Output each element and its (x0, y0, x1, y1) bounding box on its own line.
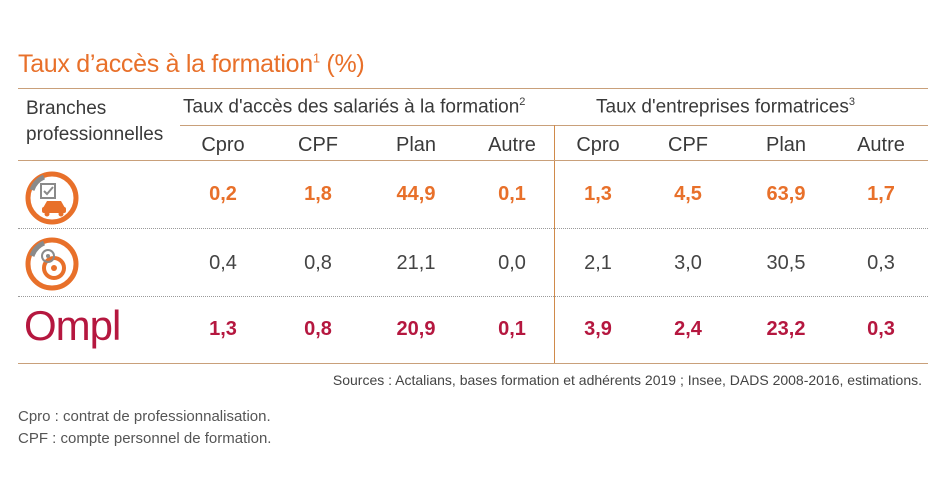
table-cell: 0,4 (209, 252, 237, 274)
table-cell: 3,9 (584, 318, 612, 340)
page-title: Taux d’accès à la formation1 (%) (18, 50, 365, 78)
column-header: Cpro (576, 134, 620, 156)
column-header: CPF (668, 134, 708, 156)
column-header: Plan (765, 134, 807, 156)
table-cell: 23,2 (766, 318, 806, 340)
table-cell: 0,1 (498, 318, 526, 340)
table-cell: 0,0 (498, 252, 526, 274)
table-cell: 0,1 (498, 183, 526, 205)
table-cell: 0,8 (304, 252, 332, 274)
table-cell: 3,0 (674, 252, 702, 274)
table-cell: 44,9 (396, 183, 436, 205)
column-header: Autre (488, 134, 536, 156)
column-header: Plan (395, 134, 437, 156)
column-header: Cpro (201, 134, 245, 156)
footnote-cpf: CPF : compte personnel de formation. (18, 430, 272, 447)
table-cell: 63,9 (766, 183, 806, 205)
table-cell: 2,1 (584, 252, 612, 274)
group-header-salaries: Taux d'accès des salariés à la formation… (183, 96, 526, 118)
table-cell: 1,7 (867, 183, 895, 205)
table-cell: 0,8 (304, 318, 332, 340)
table-cell: 0,3 (867, 318, 895, 340)
automobile-services-icon (24, 170, 80, 231)
footnote-cpro: Cpro : contrat de professionnalisation. (18, 408, 271, 425)
tire-services-icon (24, 236, 80, 297)
group-header-entreprises: Taux d'entreprises formatrices3 (596, 96, 855, 118)
table-cell: 1,3 (584, 183, 612, 205)
ompl-logo: Ompl (24, 302, 121, 349)
row-divider (18, 296, 928, 297)
table-cell: 20,9 (396, 318, 436, 340)
table-cell: 1,3 (209, 318, 237, 340)
group-divider (554, 125, 555, 363)
table-cell: 0,2 (209, 183, 237, 205)
table-cell: 4,5 (674, 183, 702, 205)
table-top-rule (18, 88, 928, 89)
table-cell: 0,3 (867, 252, 895, 274)
branches-header: Branches professionnelles (26, 98, 164, 145)
table-bottom-rule (18, 363, 928, 364)
table-cell: 1,8 (304, 183, 332, 205)
column-header: Autre (857, 134, 905, 156)
column-header: CPF (298, 134, 338, 156)
header-bottom-rule (18, 160, 928, 161)
row-divider (18, 228, 928, 229)
table-cell: 21,1 (396, 252, 436, 274)
table-cell: 30,5 (766, 252, 806, 274)
sources-note: Sources : Actalians, bases formation et … (332, 372, 922, 388)
table-cell: 2,4 (674, 318, 702, 340)
